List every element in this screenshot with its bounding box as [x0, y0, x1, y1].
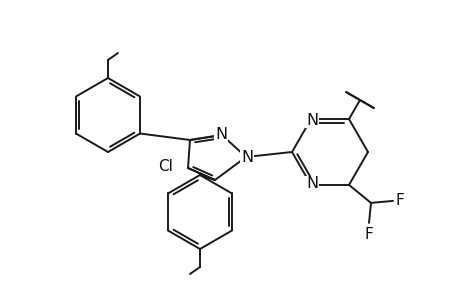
- Text: N: N: [214, 127, 227, 142]
- Text: N: N: [241, 149, 252, 164]
- Text: N: N: [305, 112, 317, 128]
- Text: Cl: Cl: [158, 158, 173, 173]
- Text: F: F: [364, 227, 373, 242]
- Text: F: F: [395, 194, 404, 208]
- Text: N: N: [305, 176, 317, 191]
